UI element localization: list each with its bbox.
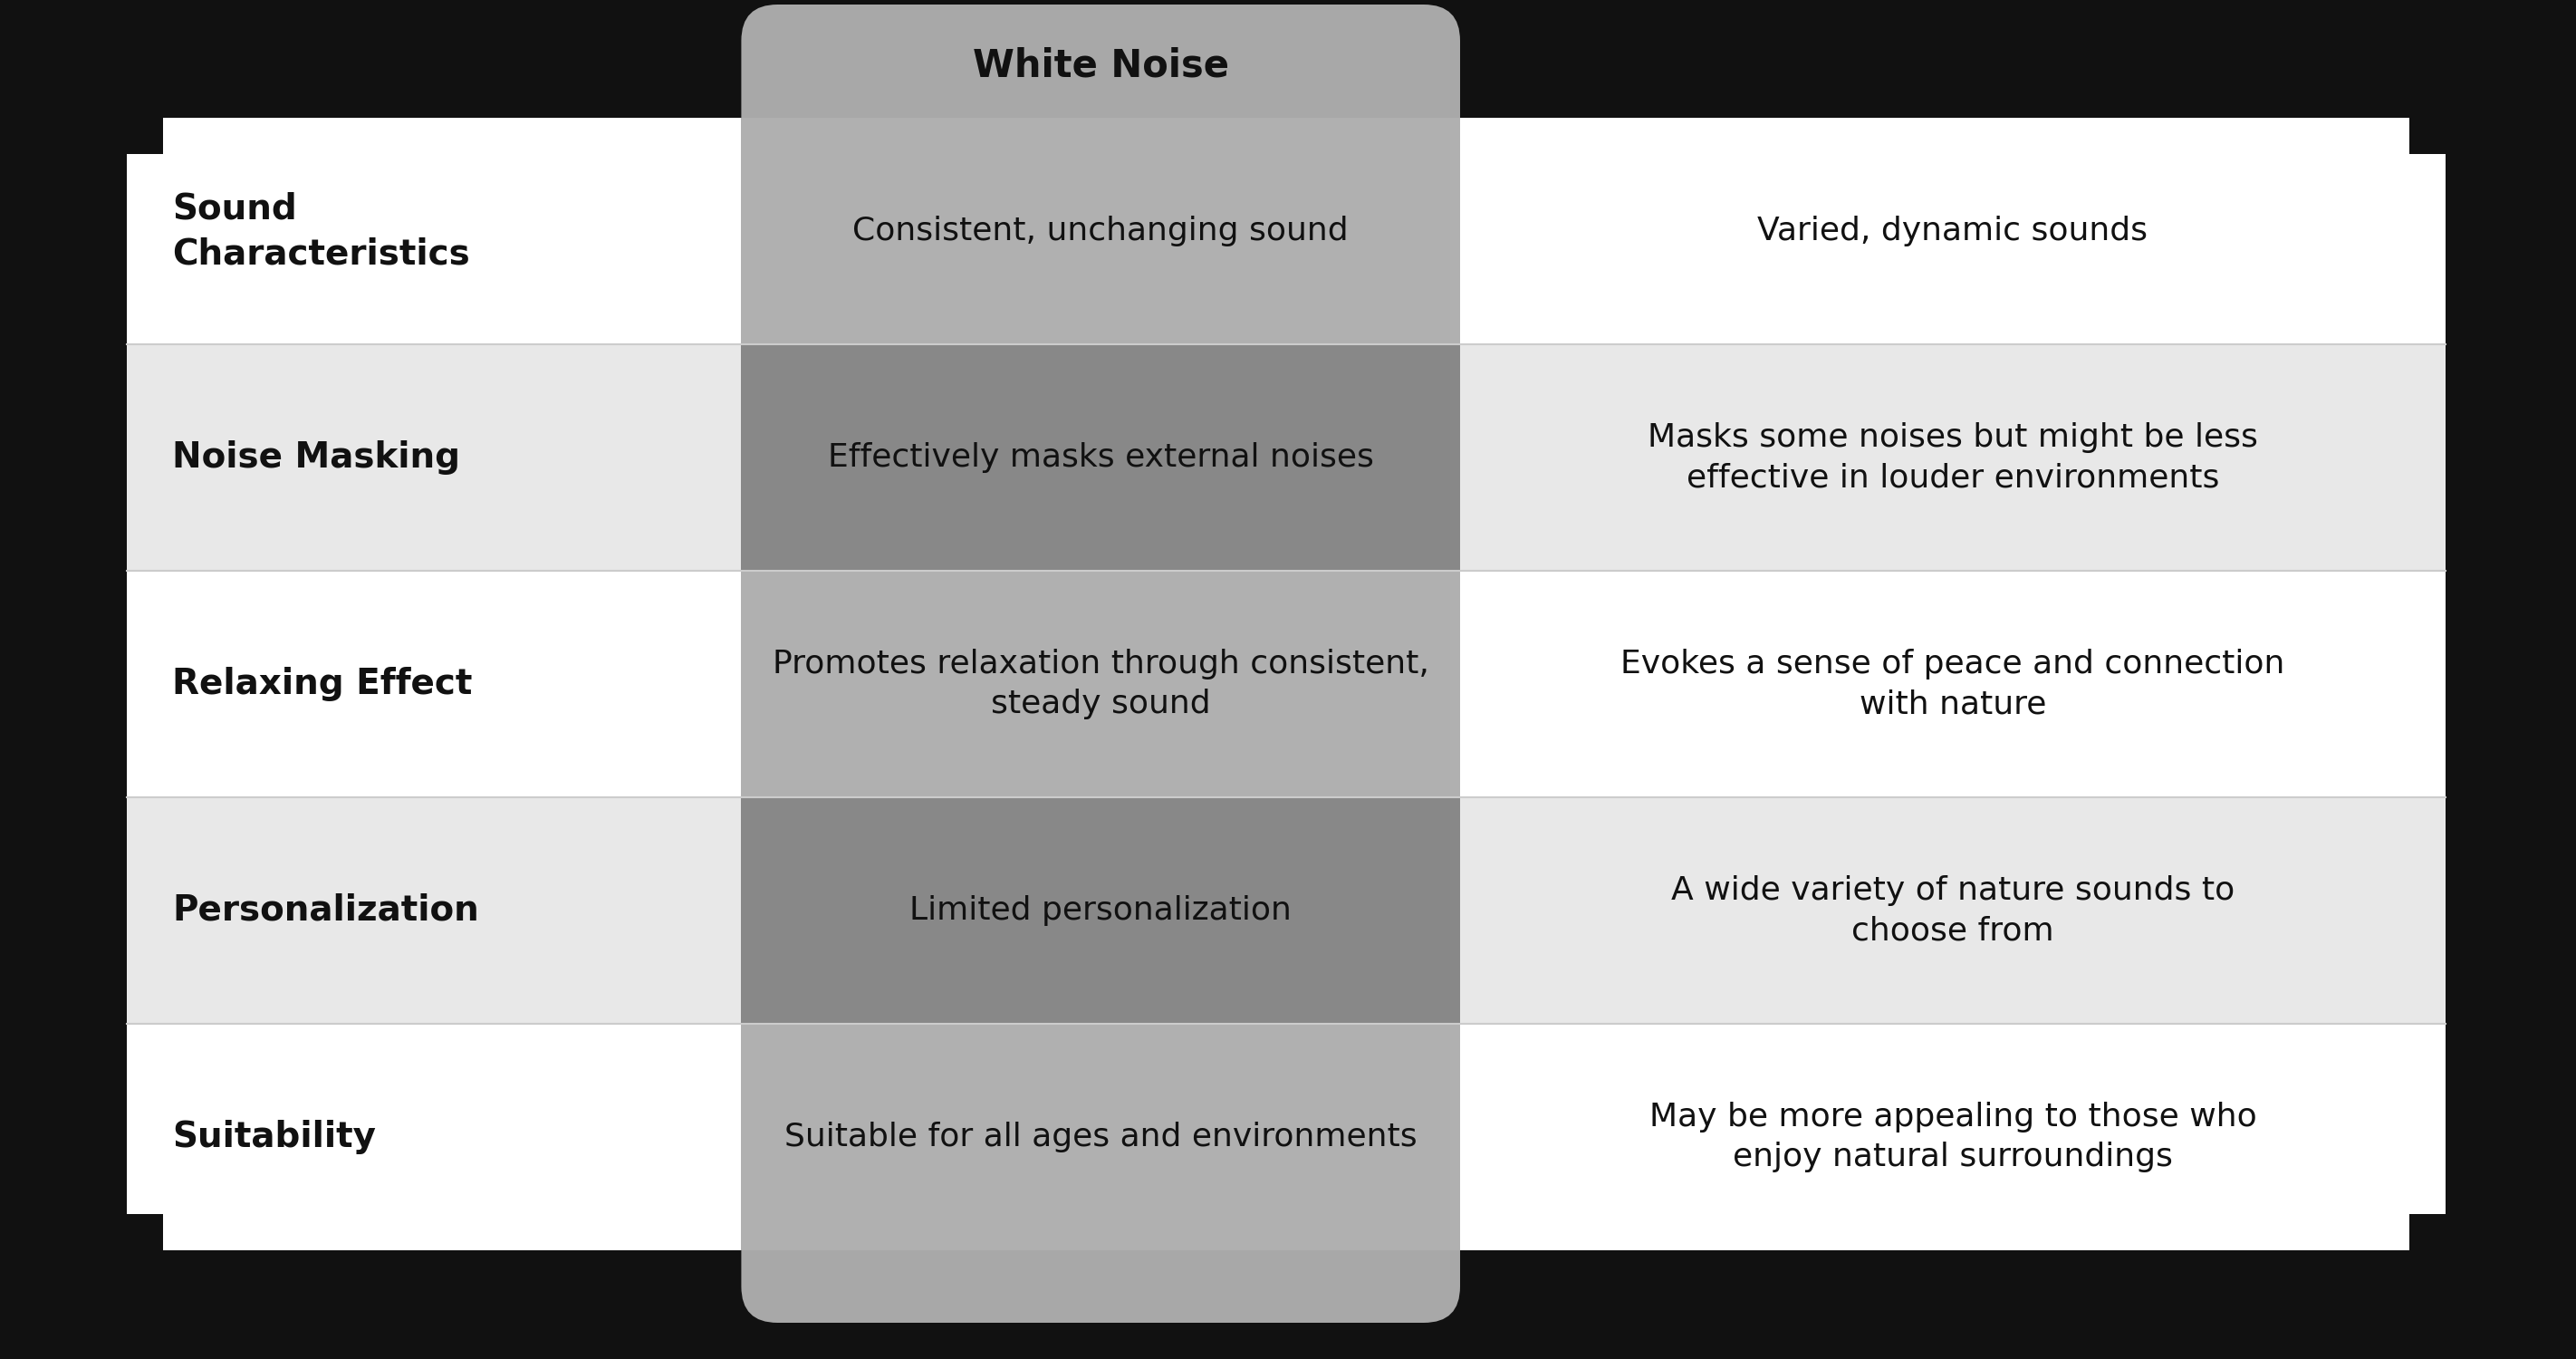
Bar [2409, 118, 2445, 154]
Text: Personalization: Personalization [173, 893, 479, 928]
Bar [126, 118, 162, 154]
Text: A wide variety of nature sounds to
choose from: A wide variety of nature sounds to choos… [1672, 875, 2233, 946]
Text: Effectively masks external noises: Effectively masks external noises [827, 442, 1373, 473]
Bar [1461, 1023, 2445, 1250]
Bar [126, 571, 742, 798]
Bar [126, 118, 742, 344]
Bar [1461, 344, 2445, 571]
Bar [126, 798, 742, 1023]
Text: Promotes relaxation through consistent,
steady sound: Promotes relaxation through consistent, … [773, 648, 1430, 720]
Text: Evokes a sense of peace and connection
with nature: Evokes a sense of peace and connection w… [1620, 648, 2285, 720]
FancyBboxPatch shape [742, 4, 1461, 1322]
Bar [126, 1214, 162, 1250]
Bar [2409, 1214, 2445, 1250]
Text: Masks some noises but might be less
effective in louder environments: Masks some noises but might be less effe… [1649, 421, 2259, 493]
Bar [742, 118, 1461, 344]
Text: May be more appealing to those who
enjoy natural surroundings: May be more appealing to those who enjoy… [1649, 1101, 2257, 1173]
Bar [1461, 571, 2445, 798]
Bar [126, 344, 742, 571]
Bar [1461, 798, 2445, 1023]
Bar [1461, 118, 2445, 344]
Text: Sound
Characteristics: Sound Characteristics [173, 192, 469, 270]
Text: Limited personalization: Limited personalization [909, 896, 1291, 925]
Text: Varied, dynamic sounds: Varied, dynamic sounds [1757, 216, 2148, 246]
Bar [742, 1023, 1461, 1250]
Text: Noise Masking: Noise Masking [173, 440, 461, 474]
Text: Suitability: Suitability [173, 1120, 376, 1154]
Text: Relaxing Effect: Relaxing Effect [173, 667, 471, 701]
Text: Consistent, unchanging sound: Consistent, unchanging sound [853, 216, 1350, 246]
Text: White Noise: White Noise [974, 46, 1229, 84]
Bar [742, 344, 1461, 571]
Bar [126, 1023, 742, 1250]
FancyBboxPatch shape [126, 118, 2445, 1250]
Text: Suitable for all ages and environments: Suitable for all ages and environments [783, 1121, 1417, 1152]
Bar [742, 571, 1461, 798]
Bar [742, 798, 1461, 1023]
